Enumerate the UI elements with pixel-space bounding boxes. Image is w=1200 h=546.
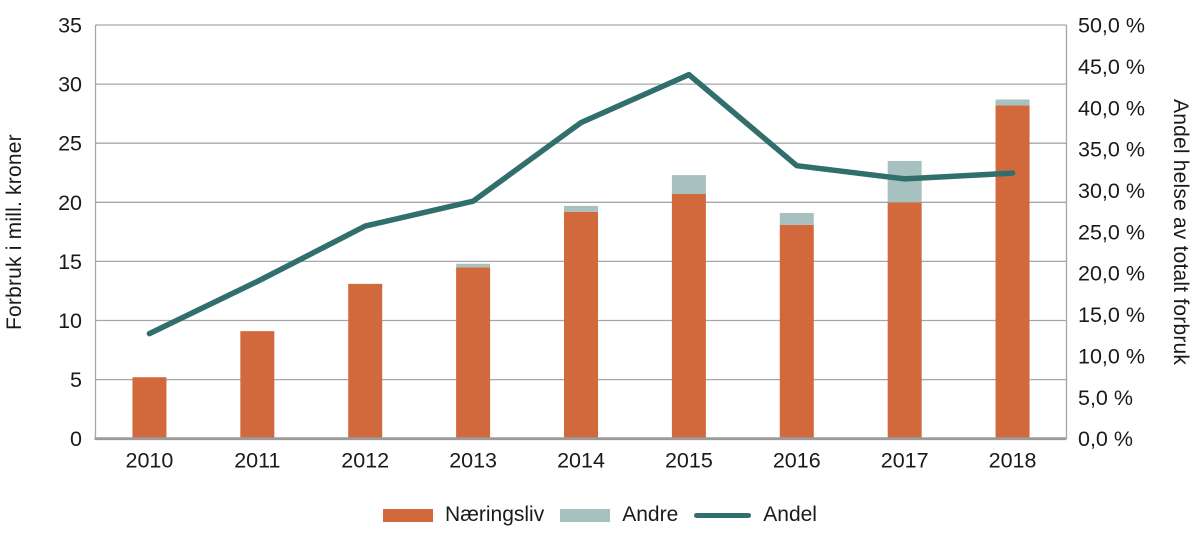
bar-nringsliv-2013 <box>456 267 491 439</box>
legend-swatch-andel <box>694 512 752 518</box>
bar-nringsliv-2012 <box>348 283 383 439</box>
y-axis-left-tick-label: 30 <box>58 73 82 97</box>
x-axis-tick-label: 2015 <box>665 449 713 473</box>
bar-nringsliv-2010 <box>132 377 167 439</box>
legend-item-andre: Andre <box>560 503 678 527</box>
left-axis-title: Forbruk i mill. kroner <box>3 134 26 330</box>
legend-item-andel: Andel <box>694 503 817 527</box>
bar-nringsliv-2015 <box>671 194 706 439</box>
bar-nringsliv-2017 <box>887 202 922 439</box>
x-axis-tick-label: 2014 <box>557 449 605 473</box>
bar-andre-2018 <box>995 99 1030 106</box>
y-axis-right-tick-label: 45,0 % <box>1078 55 1145 79</box>
y-axis-left-tick-label: 35 <box>58 14 82 38</box>
y-axis-left-tick-label: 15 <box>58 250 82 274</box>
andel-line <box>146 71 1016 337</box>
y-axis-left-tick-label: 20 <box>58 191 82 215</box>
y-axis-left-tick-label: 5 <box>70 368 82 392</box>
y-axis-left-tick-label: 0 <box>70 427 82 451</box>
y-axis-right-tick-label: 5,0 % <box>1078 386 1133 410</box>
y-axis-right-tick-label: 30,0 % <box>1078 179 1145 203</box>
bar-nringsliv-2014 <box>564 211 598 439</box>
x-axis-tick-label: 2012 <box>341 449 389 473</box>
bar-nringsliv-2016 <box>779 224 814 439</box>
bar-nringsliv-2011 <box>240 331 275 439</box>
y-axis-right-tick-label: 35,0 % <box>1078 138 1145 162</box>
x-axis-tick-label: 2010 <box>126 449 174 473</box>
bar-andre-2014 <box>564 205 598 212</box>
x-axis-tick-label: 2018 <box>989 449 1037 473</box>
y-axis-left-tick-label: 25 <box>58 132 82 156</box>
legend-item-naringsliv: Næringsliv <box>383 503 544 527</box>
bar-andre-2013 <box>456 263 491 268</box>
y-axis-right-tick-label: 0,0 % <box>1078 427 1133 451</box>
y-axis-right-tick-label: 50,0 % <box>1078 14 1145 38</box>
y-axis-right-tick-label: 40,0 % <box>1078 96 1145 120</box>
legend: Næringsliv Andre Andel <box>383 503 817 527</box>
legend-swatch-naringsliv <box>383 508 434 522</box>
y-axis-right-tick-label: 15,0 % <box>1078 303 1145 327</box>
y-axis-right-tick-label: 10,0 % <box>1078 344 1145 368</box>
x-axis-tick-label: 2013 <box>449 449 497 473</box>
legend-label-andel: Andel <box>763 503 817 526</box>
y-axis-left-tick-label: 10 <box>58 309 82 333</box>
bar-andre-2015 <box>671 175 706 195</box>
x-axis-tick-label: 2016 <box>773 449 821 473</box>
legend-swatch-andre <box>560 508 611 522</box>
legend-label-naringsliv: Næringsliv <box>445 503 545 526</box>
bar-nringsliv-2018 <box>995 105 1030 439</box>
legend-label-andre: Andre <box>622 503 679 526</box>
right-axis-title: Andel helse av totalt forbruk <box>1169 98 1192 366</box>
bar-andre-2016 <box>779 212 814 225</box>
x-axis-tick-label: 2011 <box>234 449 280 473</box>
y-axis-right-tick-label: 25,0 % <box>1078 220 1145 244</box>
y-axis-right-tick-label: 20,0 % <box>1078 262 1145 286</box>
x-axis-tick-label: 2017 <box>881 449 929 473</box>
